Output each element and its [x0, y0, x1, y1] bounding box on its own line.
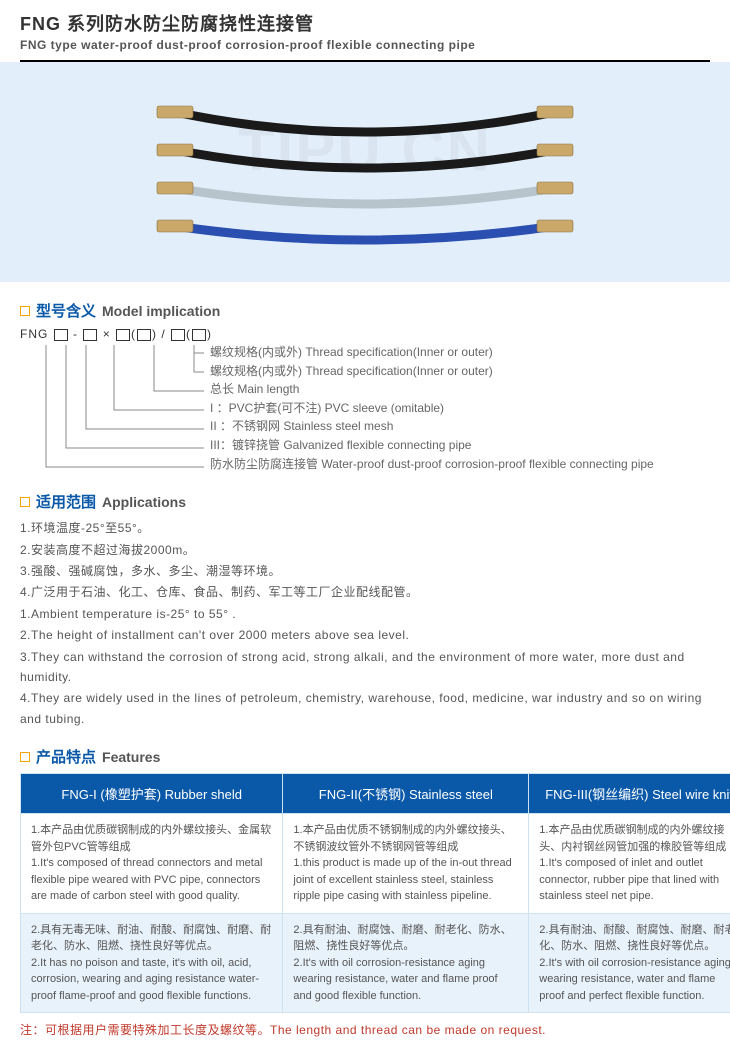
model-head-en: Model implication	[102, 303, 220, 319]
model-implication-line: III：镀锌挠管 Galvanized flexible connecting …	[210, 438, 710, 454]
features-col-header: FNG-III(钢丝编织) Steel wire knit	[529, 774, 730, 814]
formula-box	[54, 329, 68, 341]
model-implication-line: 总长 Main length	[210, 382, 710, 398]
bullet-icon	[20, 497, 30, 507]
features-cell: 1.本产品由优质碳钢制成的内外螺纹接头、金属软管外包PVC管等组成1.It's …	[21, 814, 283, 914]
application-item: 2.The height of installment can't over 2…	[20, 625, 710, 645]
model-implication-line: I ：PVC护套(可不注) PVC sleeve (omitable)	[210, 401, 710, 417]
features-cell: 1.本产品由优质碳钢制成的内外螺纹接头、内衬钢丝网管加强的橡胶管等组成1.It'…	[529, 814, 730, 914]
bullet-icon	[20, 306, 30, 316]
title-cn: FNG 系列防水防尘防腐挠性连接管	[20, 10, 710, 36]
features-head-cn: 产品特点	[36, 746, 96, 767]
features-cell: 2.具有无毒无味、耐油、耐酸、耐腐蚀、耐磨、耐老化、防水、阻燃、挠性良好等优点。…	[21, 913, 283, 1013]
bullet-icon	[20, 752, 30, 762]
application-item: 1.Ambient temperature is-25° to 55° .	[20, 604, 710, 624]
application-item: 3.强酸、强碱腐蚀，多水、多尘、潮湿等环境。	[20, 561, 710, 581]
applications-head-cn: 适用范围	[36, 491, 96, 512]
model-prefix: FNG	[20, 327, 48, 341]
application-item: 3.They can withstand the corrosion of st…	[20, 647, 710, 688]
footnote: 注：可根据用户需要特殊加工长度及螺纹等。The length and threa…	[0, 1015, 730, 1052]
table-row: 2.具有无毒无味、耐油、耐酸、耐腐蚀、耐磨、耐老化、防水、阻燃、挠性良好等优点。…	[21, 913, 730, 1013]
features-cell: 2.具有耐油、耐腐蚀、耐磨、耐老化、防水、阻燃、挠性良好等优点。2.It's w…	[283, 913, 529, 1013]
application-item: 4.广泛用于石油、化工、仓库、食品、制药、军工等工厂企业配线配管。	[20, 582, 710, 602]
model-formula: FNG - × () / ()	[20, 327, 710, 341]
formula-box	[83, 329, 97, 341]
model-head-cn: 型号含义	[36, 300, 96, 321]
application-item: 1.环境温度-25°至55°。	[20, 518, 710, 538]
table-row: 1.本产品由优质碳钢制成的内外螺纹接头、金属软管外包PVC管等组成1.It's …	[21, 814, 730, 914]
title-en: FNG type water-proof dust-proof corrosio…	[20, 38, 710, 52]
section-header-features: 产品特点 Features	[20, 746, 710, 767]
model-implication-line: II ：不锈钢网 Stainless steel mesh	[210, 419, 710, 435]
applications-list: 1.环境温度-25°至55°。2.安装高度不超过海拔2000m。3.强酸、强碱腐…	[20, 518, 710, 729]
section-header-model: 型号含义 Model implication	[20, 300, 710, 321]
product-image-area: TIPU.CN	[0, 62, 730, 282]
product-pipes-illustration	[135, 82, 595, 262]
model-implication-line: 螺纹规格(内或外) Thread specification(Inner or …	[210, 364, 710, 380]
applications-head-en: Applications	[102, 494, 186, 510]
features-cell: 2.具有耐油、耐酸、耐腐蚀、耐磨、耐老化、防水、阻燃、挠性良好等优点。2.It'…	[529, 913, 730, 1013]
features-col-header: FNG-II(不锈钢) Stainless steel	[283, 774, 529, 814]
formula-box	[192, 329, 206, 341]
application-item: 2.安装高度不超过海拔2000m。	[20, 540, 710, 560]
features-cell: 1.本产品由优质不锈钢制成的内外螺纹接头、不锈钢波纹管外不锈钢网管等组成1.th…	[283, 814, 529, 914]
formula-box	[137, 329, 151, 341]
features-table: FNG-I (橡塑护套) Rubber sheldFNG-II(不锈钢) Sta…	[20, 773, 730, 1013]
section-header-applications: 适用范围 Applications	[20, 491, 710, 512]
model-implication-lines: 螺纹规格(内或外) Thread specification(Inner or …	[20, 345, 710, 472]
features-head-en: Features	[102, 749, 160, 765]
bracket-lines	[34, 345, 204, 485]
model-implication-line: 防水防尘防腐连接管 Water-proof dust-proof corrosi…	[210, 457, 710, 473]
formula-box	[116, 329, 130, 341]
application-item: 4.They are widely used in the lines of p…	[20, 688, 710, 729]
model-implication-line: 螺纹规格(内或外) Thread specification(Inner or …	[210, 345, 710, 361]
formula-box	[171, 329, 185, 341]
features-col-header: FNG-I (橡塑护套) Rubber sheld	[21, 774, 283, 814]
